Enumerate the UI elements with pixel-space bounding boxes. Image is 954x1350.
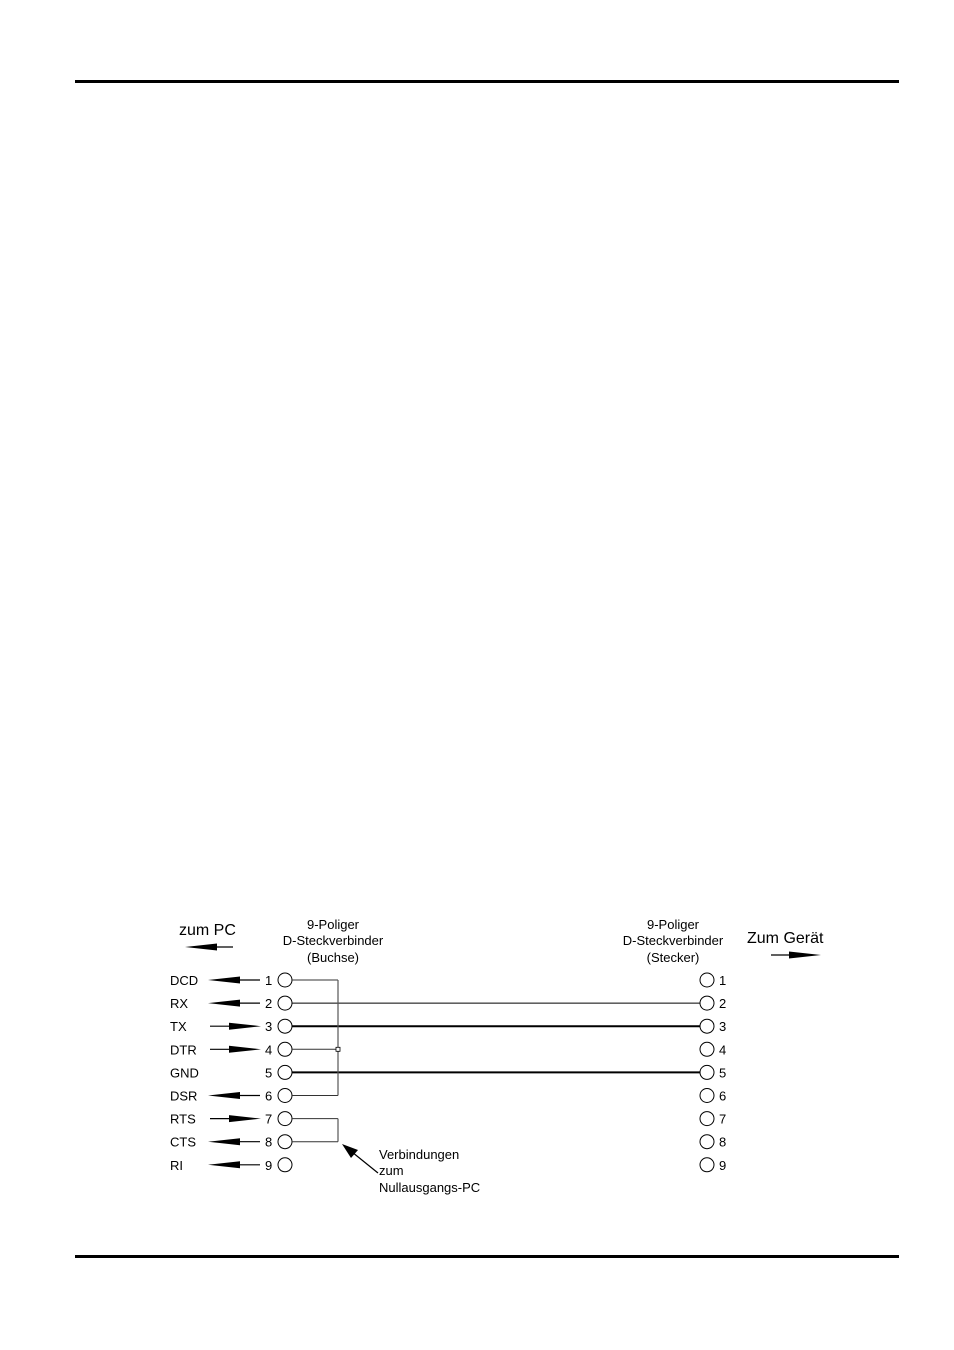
right-pin-number: 1 bbox=[719, 973, 726, 988]
left-pin-number: 9 bbox=[265, 1158, 272, 1173]
left-pin-circle bbox=[277, 1134, 293, 1150]
signal-arrow-to-pc-head bbox=[208, 999, 240, 1007]
left-pin-number: 4 bbox=[265, 1042, 272, 1057]
left-pin-number: 8 bbox=[265, 1135, 272, 1150]
right-pin-number: 8 bbox=[719, 1135, 726, 1150]
left-pin-number: 3 bbox=[265, 1019, 272, 1034]
right-pin-number: 5 bbox=[719, 1065, 726, 1080]
note-line2: zum bbox=[379, 1163, 404, 1178]
left-pin-circle bbox=[277, 972, 293, 988]
left-direction-label: zum PC bbox=[179, 922, 236, 939]
signal-label-dcd: DCD bbox=[170, 973, 198, 988]
signal-arrow-from-pc-head bbox=[229, 1022, 261, 1030]
signal-arrow-from-pc-head bbox=[229, 1115, 261, 1123]
right-pin-circle bbox=[699, 1157, 715, 1173]
to-device-arrow-head bbox=[789, 951, 821, 959]
signal-label-dtr: DTR bbox=[170, 1042, 197, 1057]
right-connector-line2: D-Steckverbinder bbox=[623, 933, 724, 948]
signal-arrow-to-pc-head bbox=[208, 976, 240, 984]
right-pin-number: 3 bbox=[719, 1019, 726, 1034]
left-pin-number: 5 bbox=[265, 1065, 272, 1080]
header-rule bbox=[75, 80, 899, 83]
signal-label-rx: RX bbox=[170, 996, 188, 1011]
to-pc-arrow-head bbox=[185, 943, 217, 951]
right-direction-label: Zum Gerät bbox=[747, 930, 824, 947]
signal-label-rts: RTS bbox=[170, 1112, 196, 1127]
signal-label-cts: CTS bbox=[170, 1135, 196, 1150]
signal-label-gnd: GND bbox=[170, 1065, 199, 1080]
signal-arrow-to-pc-head bbox=[208, 1138, 240, 1146]
right-pin-circle bbox=[699, 1111, 715, 1127]
right-pin-circle bbox=[699, 1134, 715, 1150]
signal-label-dsr: DSR bbox=[170, 1089, 197, 1104]
right-pin-circle bbox=[699, 995, 715, 1011]
note-arrow-shaft bbox=[351, 1151, 379, 1174]
right-pin-circle bbox=[699, 972, 715, 988]
signal-arrow-to-pc-head bbox=[208, 1092, 240, 1099]
signal-label-tx: TX bbox=[170, 1019, 187, 1034]
right-pin-number: 9 bbox=[719, 1158, 726, 1173]
signal-label-ri: RI bbox=[170, 1158, 183, 1173]
left-pin-circle bbox=[277, 1064, 293, 1080]
right-pin-number: 7 bbox=[719, 1112, 726, 1127]
right-pin-number: 2 bbox=[719, 996, 726, 1011]
left-pin-circle bbox=[277, 1018, 293, 1034]
left-pin-number: 2 bbox=[265, 996, 272, 1011]
left-pin-circle bbox=[277, 1157, 293, 1173]
right-pin-circle bbox=[699, 1088, 715, 1103]
signal-arrow-from-pc-head bbox=[229, 1045, 261, 1053]
left-connector-line1: 9-Poliger bbox=[307, 917, 360, 932]
left-pin-number: 7 bbox=[265, 1112, 272, 1127]
junction-dot bbox=[335, 1046, 341, 1052]
right-connector-line1: 9-Poliger bbox=[647, 917, 700, 932]
left-pin-circle bbox=[277, 995, 293, 1011]
footer-rule bbox=[75, 1255, 899, 1258]
left-pin-circle bbox=[277, 1088, 293, 1103]
note-line3: Nullausgangs-PC bbox=[379, 1180, 480, 1195]
right-connector-line3: (Stecker) bbox=[647, 950, 700, 965]
right-pin-number: 6 bbox=[719, 1089, 726, 1104]
left-connector-line3: (Buchse) bbox=[307, 950, 359, 965]
left-pin-circle bbox=[277, 1041, 293, 1057]
signal-arrow-to-pc-head bbox=[208, 1161, 240, 1169]
right-pin-circle bbox=[699, 1018, 715, 1034]
right-pin-circle bbox=[699, 1064, 715, 1080]
left-pin-number: 1 bbox=[265, 973, 272, 988]
note-line1: Verbindungen bbox=[379, 1147, 459, 1162]
right-pin-circle bbox=[699, 1041, 715, 1057]
left-pin-number: 6 bbox=[265, 1089, 272, 1104]
left-connector-line2: D-Steckverbinder bbox=[283, 933, 384, 948]
right-pin-number: 4 bbox=[719, 1042, 726, 1057]
left-pin-circle bbox=[277, 1111, 293, 1127]
note-arrow-head bbox=[342, 1144, 358, 1158]
